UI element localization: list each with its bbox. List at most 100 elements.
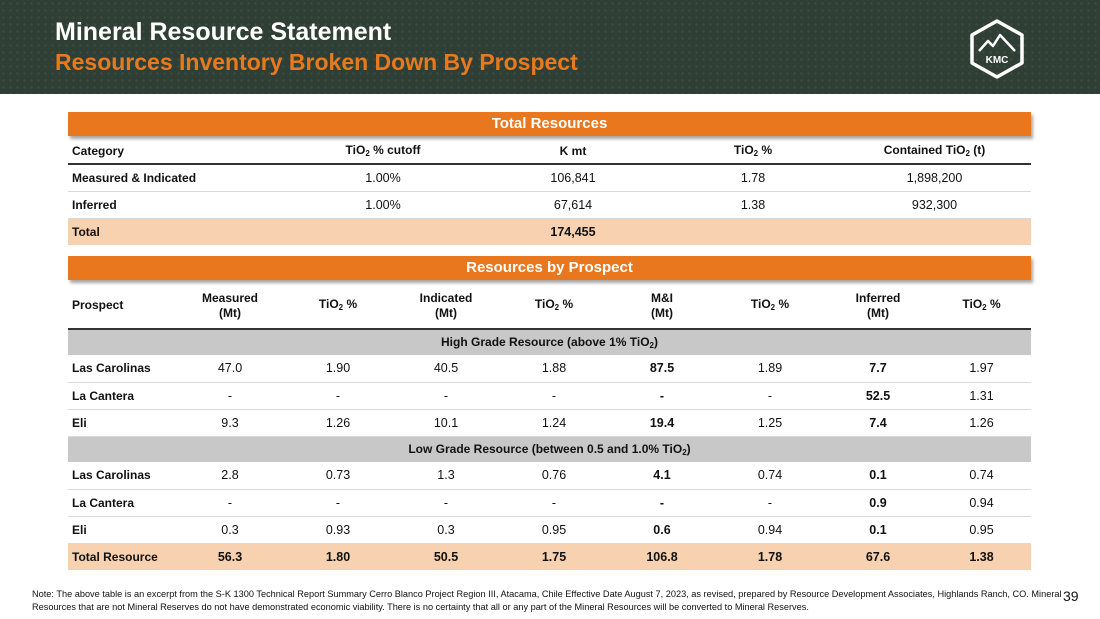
cell-contained: 1,898,200 (838, 164, 1031, 192)
cell-inferred-tio2: 0.95 (932, 516, 1031, 544)
cell-indicated-tio2: - (500, 489, 608, 517)
col-header-mi-tio2: TiO2 % (716, 283, 824, 330)
cell-inferred: 52.5 (824, 382, 932, 410)
cell-measured-tio2: 1.26 (284, 409, 392, 437)
cell-mi: 4.1 (608, 462, 716, 490)
col-header-measured-tio2: TiO2 % (284, 283, 392, 330)
low-grade-section: Low Grade Resource (between 0.5 and 1.0%… (68, 436, 1031, 544)
cell-indicated-tio2: - (500, 382, 608, 410)
cell-tio2: 1.78 (668, 164, 838, 192)
cell-indicated-tio2: 0.95 (500, 516, 608, 544)
cell-kmt: 106,841 (478, 164, 668, 192)
cell-measured-tio2: 0.73 (284, 462, 392, 490)
cell-cutoff: 1.00% (288, 191, 478, 219)
col-header-inferred-tio2: TiO2 % (932, 283, 1031, 330)
cell-indicated-tio2: 1.24 (500, 409, 608, 437)
table-row: La Cantera - - - - - -0.9 0.94 (68, 489, 1031, 517)
cell-mi: - (608, 489, 716, 517)
table-header-row: Category TiO2 % cutoff K mt TiO2 % Conta… (68, 138, 1031, 165)
row-label: La Cantera (68, 489, 176, 517)
col-header-indicated-tio2: TiO2 % (500, 283, 608, 330)
cell-mi: - (608, 382, 716, 410)
cell-mi-tio2: 0.74 (716, 462, 824, 490)
row-label: Las Carolinas (68, 355, 176, 383)
row-label: Eli (68, 516, 176, 544)
cell-measured: - (176, 382, 284, 410)
table-header-row: Prospect Measured (Mt) TiO2 % Indicated (M… (68, 283, 1031, 330)
row-label: La Cantera (68, 382, 176, 410)
cell-indicated: 0.3 (392, 516, 500, 544)
col-header-category: Category (68, 138, 288, 165)
header-banner: Mineral Resource Statement Resources Inv… (0, 0, 1100, 94)
cell-mi-tio2: - (716, 489, 824, 517)
logo-text: KMC (986, 55, 1009, 66)
total-resources-table: Category TiO2 % cutoff K mt TiO2 % Conta… (68, 138, 1031, 245)
cell-measured-tio2: 0.93 (284, 516, 392, 544)
table-row: La Cantera - - - - - -52.5 1.31 (68, 382, 1031, 410)
cell-inferred-tio2: 1.26 (932, 409, 1031, 437)
section-header-high-grade: High Grade Resource (above 1% TiO2) (68, 329, 1031, 355)
cell-indicated: 40.5 (392, 355, 500, 383)
cell-mi-tio2: - (716, 382, 824, 410)
total-resource-row: Total Resource 56.3 1.80 50.5 1.75 106.8… (68, 543, 1031, 570)
col-header-cutoff: TiO2 % cutoff (288, 138, 478, 165)
col-header-tio2: TiO2 % (668, 138, 838, 165)
cell-indicated: - (392, 382, 500, 410)
cell-inferred-tio2: 1.31 (932, 382, 1031, 410)
row-label: Inferred (68, 191, 288, 219)
cell-mi: 19.4 (608, 409, 716, 437)
cell-tio2: 1.38 (668, 191, 838, 219)
cell-measured: 0.3 (176, 516, 284, 544)
col-header-kmt: K mt (478, 138, 668, 165)
cell-kmt: 67,614 (478, 191, 668, 219)
cell-kmt: 174,455 (478, 218, 668, 245)
cell-inferred-tio2: 1.38 (932, 543, 1031, 570)
col-header-measured: Measured (Mt) (176, 283, 284, 330)
cell-measured-tio2: - (284, 489, 392, 517)
cell-measured-tio2: - (284, 382, 392, 410)
table-row: Las Carolinas 2.8 0.73 1.3 0.76 4.1 0.74 0.1 0.7… (68, 462, 1031, 490)
row-label: Total Resource (68, 543, 176, 570)
cell-mi-tio2: 1.25 (716, 409, 824, 437)
page-title: Mineral Resource Statement (55, 18, 392, 46)
cell-indicated-tio2: 0.76 (500, 462, 608, 490)
table-row: Las Carolinas 47.0 1.90 40.5 1.88 87.5 1.89 7.7… (68, 355, 1031, 383)
total-row: Total 174,455 (68, 218, 1031, 245)
page-subtitle: Resources Inventory Broken Down By Prosp… (55, 49, 578, 75)
row-label: Measured & Indicated (68, 164, 288, 192)
cell-measured: 47.0 (176, 355, 284, 383)
cell-mi-tio2: 0.94 (716, 516, 824, 544)
cell-indicated: - (392, 489, 500, 517)
col-header-contained: Contained TiO2 (t) (838, 138, 1031, 165)
col-header-prospect: Prospect (68, 283, 176, 330)
table-row: Inferred 1.00% 67,614 1.38 932,300 (68, 191, 1031, 219)
cell-indicated-tio2: 1.75 (500, 543, 608, 570)
cell-mi: 0.6 (608, 516, 716, 544)
high-grade-section: High Grade Resource (above 1% TiO2) Las … (68, 329, 1031, 437)
cell-inferred: 0.9 (824, 489, 932, 517)
cell-contained: 932,300 (838, 191, 1031, 219)
cell-measured: 2.8 (176, 462, 284, 490)
kmc-logo-icon: KMC (970, 19, 1024, 79)
cell-indicated: 1.3 (392, 462, 500, 490)
cell-mi: 87.5 (608, 355, 716, 383)
cell-inferred: 7.4 (824, 409, 932, 437)
row-label: Total (68, 218, 288, 245)
footnote: Note: The above table is an excerpt from… (32, 589, 1062, 612)
by-prospect-bar: Resources by Prospect (68, 256, 1031, 280)
cell-measured-tio2: 1.80 (284, 543, 392, 570)
cell-mi-tio2: 1.78 (716, 543, 824, 570)
col-header-mi: M&I (Mt) (608, 283, 716, 330)
cell-indicated: 10.1 (392, 409, 500, 437)
table-row: Measured & Indicated 1.00% 106,841 1.78 … (68, 164, 1031, 192)
cell-mi: 106.8 (608, 543, 716, 570)
table-row: Eli 9.3 1.26 10.1 1.24 19.4 1.25 7.4 1.26 (68, 409, 1031, 437)
cell-inferred: 0.1 (824, 462, 932, 490)
cell-inferred: 67.6 (824, 543, 932, 570)
cell-measured-tio2: 1.90 (284, 355, 392, 383)
by-prospect-table: Prospect Measured (Mt) TiO2 % Indicated (M… (68, 283, 1031, 570)
row-label: Las Carolinas (68, 462, 176, 490)
table-row: Eli 0.3 0.93 0.3 0.95 0.6 0.94 0.1 0.95 (68, 516, 1031, 544)
cell-measured: - (176, 489, 284, 517)
cell-measured: 56.3 (176, 543, 284, 570)
